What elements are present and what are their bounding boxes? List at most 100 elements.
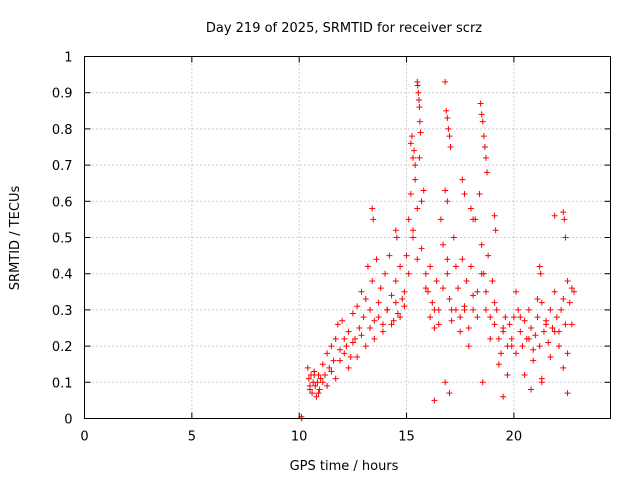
data-point bbox=[457, 314, 464, 321]
data-point bbox=[309, 390, 316, 397]
data-point bbox=[459, 176, 466, 183]
data-point bbox=[354, 303, 361, 310]
data-point bbox=[492, 227, 499, 234]
axes: 0 5 10 15 20 0 0.1 0.2 0.3 0.4 0.5 0.6 0.7 0.8 0.9 1 bbox=[52, 51, 611, 445]
data-point bbox=[416, 154, 423, 161]
data-point bbox=[414, 82, 421, 89]
data-point bbox=[495, 335, 502, 342]
data-point bbox=[349, 339, 356, 346]
data-point bbox=[379, 321, 386, 328]
data-point bbox=[487, 314, 494, 321]
data-point bbox=[448, 317, 455, 324]
data-point bbox=[364, 263, 371, 270]
data-point bbox=[446, 296, 453, 303]
data-point bbox=[476, 191, 483, 198]
data-point bbox=[392, 299, 399, 306]
data-point bbox=[482, 154, 489, 161]
data-point bbox=[530, 357, 537, 364]
data-point bbox=[498, 350, 505, 357]
data-point bbox=[362, 296, 369, 303]
data-point bbox=[525, 335, 532, 342]
data-point bbox=[345, 364, 352, 371]
data-point bbox=[532, 332, 539, 339]
data-point bbox=[407, 191, 414, 198]
data-point bbox=[521, 317, 528, 324]
data-point bbox=[319, 361, 326, 368]
data-point bbox=[392, 227, 399, 234]
data-point bbox=[341, 335, 348, 342]
data-point bbox=[513, 288, 520, 295]
data-point bbox=[431, 306, 438, 313]
data-point bbox=[487, 335, 494, 342]
data-point bbox=[445, 125, 452, 132]
data-point bbox=[321, 372, 328, 379]
data-point bbox=[463, 277, 470, 284]
data-point bbox=[435, 321, 442, 328]
data-point bbox=[334, 321, 341, 328]
data-point bbox=[566, 299, 573, 306]
data-point bbox=[304, 364, 311, 371]
data-point bbox=[470, 216, 477, 223]
data-point bbox=[339, 317, 346, 324]
data-point bbox=[386, 252, 393, 259]
plot-frame bbox=[84, 56, 611, 419]
data-point bbox=[489, 277, 496, 284]
data-point bbox=[411, 147, 418, 154]
data-point bbox=[437, 216, 444, 223]
data-point bbox=[397, 263, 404, 270]
data-point bbox=[465, 325, 472, 331]
data-point bbox=[317, 375, 324, 382]
data-point bbox=[452, 263, 459, 270]
data-point bbox=[538, 379, 545, 386]
y-tick-label: 0.4 bbox=[52, 268, 73, 283]
data-point bbox=[491, 321, 498, 328]
data-point bbox=[390, 317, 397, 324]
data-point bbox=[517, 328, 524, 335]
data-point bbox=[561, 216, 568, 223]
y-tick-label: 0.5 bbox=[52, 232, 73, 247]
data-point bbox=[562, 234, 569, 241]
data-point bbox=[459, 256, 466, 263]
data-point bbox=[397, 314, 404, 321]
y-tick-label: 0.3 bbox=[52, 304, 73, 319]
data-point bbox=[521, 372, 528, 379]
y-tick-label: 0.9 bbox=[52, 87, 73, 102]
data-point bbox=[330, 357, 337, 364]
data-point bbox=[504, 372, 511, 379]
data-point bbox=[446, 390, 453, 397]
y-tick-label: 0.7 bbox=[52, 159, 73, 174]
data-point bbox=[345, 328, 352, 335]
data-point bbox=[305, 375, 312, 382]
data-point bbox=[358, 288, 365, 295]
data-point bbox=[314, 379, 321, 386]
data-point bbox=[422, 285, 429, 292]
data-point bbox=[558, 306, 565, 313]
data-point bbox=[484, 169, 491, 176]
data-point bbox=[415, 96, 422, 103]
data-point bbox=[493, 306, 500, 313]
data-point bbox=[545, 339, 552, 346]
data-point bbox=[560, 364, 567, 371]
data-point bbox=[416, 118, 423, 125]
data-point bbox=[540, 328, 547, 335]
chart-title: Day 219 of 2025, SRMTID for receiver scr… bbox=[206, 21, 482, 36]
data-point bbox=[429, 299, 436, 306]
data-point bbox=[336, 346, 343, 353]
data-point bbox=[479, 118, 486, 125]
data-point bbox=[568, 285, 575, 292]
data-point bbox=[551, 328, 558, 335]
data-point bbox=[443, 107, 450, 114]
data-point bbox=[393, 234, 400, 241]
data-point bbox=[537, 270, 544, 277]
data-point bbox=[409, 227, 416, 234]
data-point bbox=[418, 198, 425, 205]
data-point bbox=[316, 386, 323, 393]
data-point bbox=[571, 288, 578, 295]
data-point bbox=[319, 379, 326, 386]
data-point bbox=[349, 310, 356, 317]
data-point bbox=[362, 343, 369, 350]
data-point bbox=[450, 234, 457, 241]
grid bbox=[84, 56, 611, 419]
data-point bbox=[392, 277, 399, 284]
